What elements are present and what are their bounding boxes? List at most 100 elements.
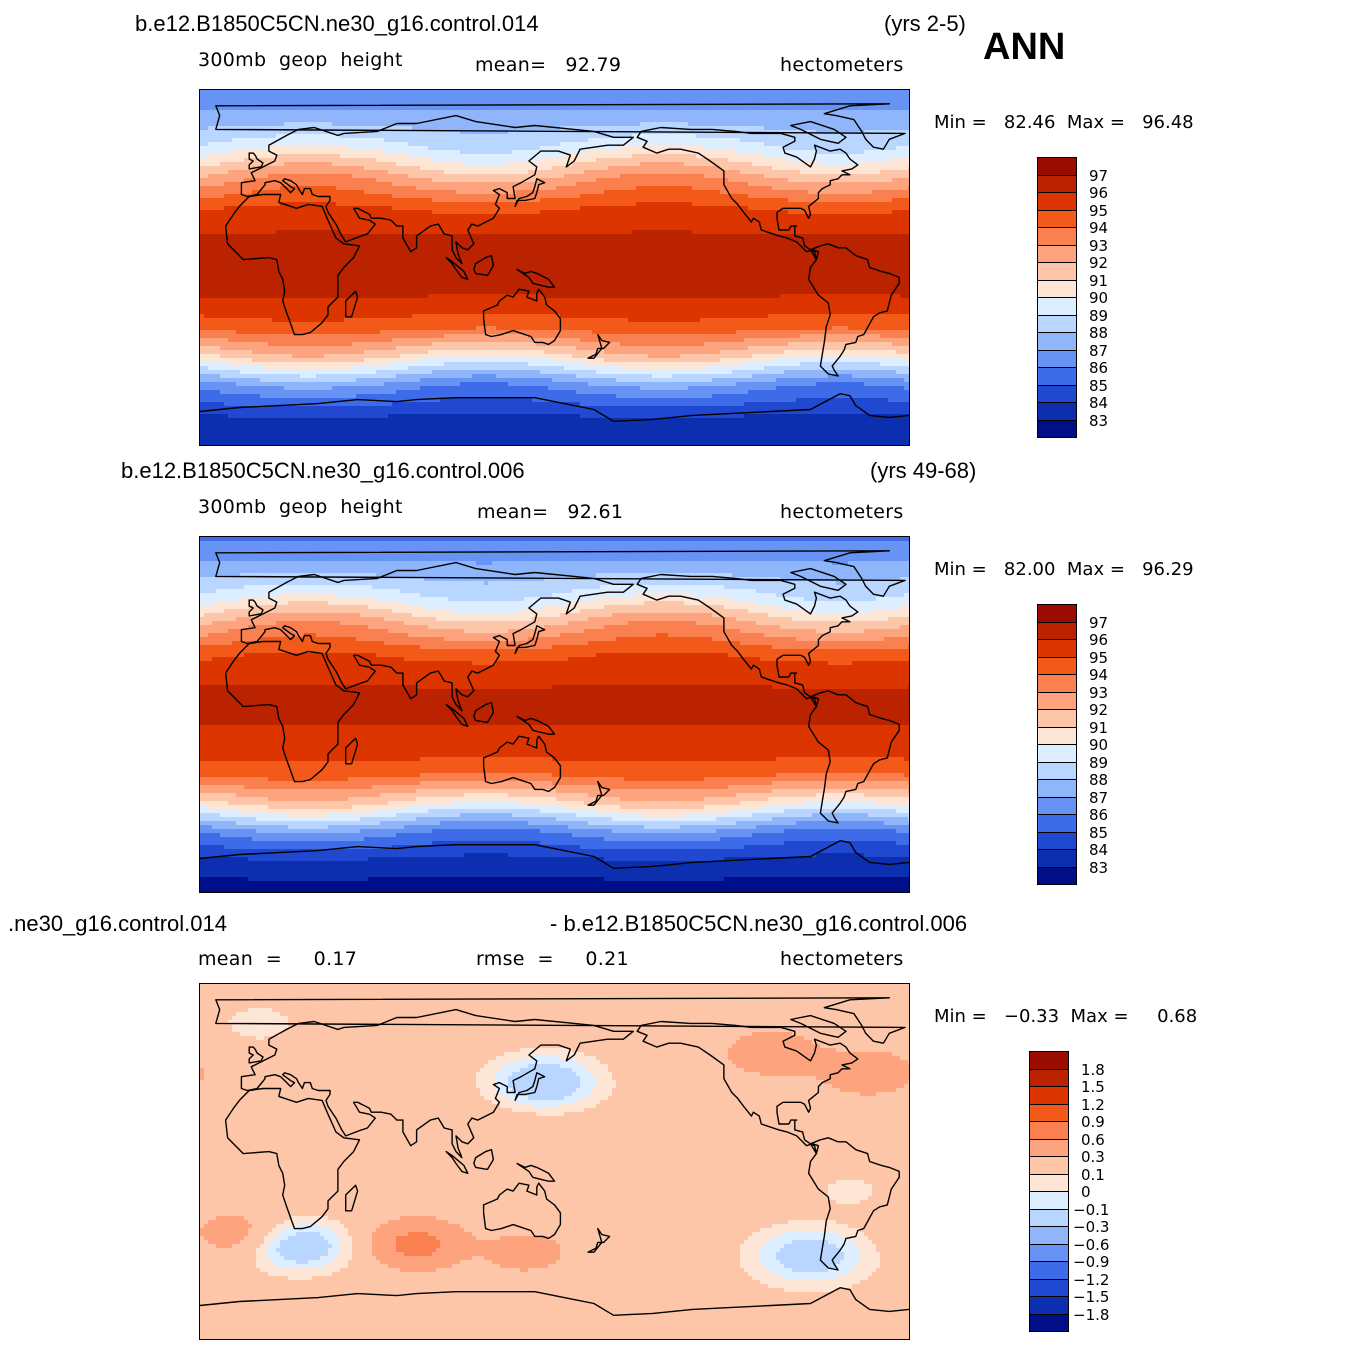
field-cell	[324, 170, 329, 175]
field-cell	[588, 194, 593, 199]
field-cell	[400, 142, 405, 147]
field-cell	[728, 162, 733, 167]
field-cell	[400, 162, 405, 167]
field-cell	[400, 138, 405, 143]
field-cell	[492, 166, 497, 171]
field-cell	[336, 158, 341, 163]
field-cell	[408, 182, 413, 187]
field-cell	[352, 170, 357, 175]
field-cell	[620, 126, 625, 131]
field-cell	[884, 114, 889, 119]
field-cell	[244, 166, 249, 171]
field-cell	[264, 170, 269, 175]
field-cell	[308, 114, 313, 119]
field-cell	[668, 142, 673, 147]
field-cell	[884, 174, 889, 179]
field-cell	[280, 162, 285, 167]
field-cell	[868, 94, 873, 99]
field-cell	[376, 150, 381, 155]
field-cell	[292, 134, 297, 139]
field-cell	[448, 142, 453, 147]
field-cell	[480, 166, 485, 171]
field-cell	[360, 94, 365, 99]
field-cell	[224, 130, 229, 135]
field-cell	[296, 98, 301, 103]
field-cell	[600, 186, 605, 191]
field-cell	[748, 198, 753, 203]
field-cell	[212, 202, 217, 207]
field-cell	[848, 122, 853, 127]
field-cell	[768, 170, 773, 175]
field-cell	[596, 98, 601, 103]
field-cell	[252, 170, 257, 175]
field-cell	[740, 154, 745, 159]
field-cell	[756, 186, 761, 191]
field-cell	[712, 182, 717, 187]
field-cell	[212, 134, 217, 139]
field-cell	[552, 194, 557, 199]
field-cell	[784, 98, 789, 103]
field-cell	[244, 150, 249, 155]
field-cell	[688, 170, 693, 175]
field-cell	[736, 90, 741, 95]
field-cell	[656, 142, 661, 147]
field-cell	[456, 174, 461, 179]
field-cell	[856, 114, 861, 119]
field-cell	[324, 150, 329, 155]
field-cell	[792, 186, 797, 191]
field-cell	[400, 150, 405, 155]
field-cell	[552, 146, 557, 151]
field-cell	[764, 114, 769, 119]
field-cell	[432, 142, 437, 147]
field-cell	[484, 110, 489, 115]
field-cell	[540, 130, 545, 135]
field-cell	[672, 118, 677, 123]
field-cell	[468, 158, 473, 163]
field-cell	[452, 90, 457, 95]
field-cell	[524, 90, 529, 95]
field-cell	[640, 142, 645, 147]
field-cell	[780, 166, 785, 171]
field-cell	[516, 142, 521, 147]
field-cell	[296, 190, 301, 195]
field-cell	[616, 134, 621, 139]
field-cell	[848, 118, 853, 123]
field-cell	[280, 94, 285, 99]
field-cell	[548, 122, 553, 127]
field-cell	[868, 162, 873, 167]
field-cell	[868, 130, 873, 135]
field-cell	[348, 154, 353, 159]
field-cell	[808, 90, 813, 95]
field-cell	[256, 154, 261, 159]
field-cell	[844, 198, 849, 203]
field-cell	[860, 94, 865, 99]
field-cell	[868, 154, 873, 159]
field-cell	[540, 90, 545, 95]
field-cell	[508, 162, 513, 167]
field-cell	[448, 110, 453, 115]
field-cell	[668, 166, 673, 171]
field-cell	[828, 150, 833, 155]
field-cell	[760, 142, 765, 147]
field-cell	[888, 190, 893, 195]
field-cell	[376, 102, 381, 107]
field-cell	[684, 162, 689, 167]
field-cell	[832, 190, 837, 195]
field-cell	[444, 154, 449, 159]
field-cell	[328, 162, 333, 167]
field-cell	[352, 166, 357, 171]
field-cell	[576, 178, 581, 183]
field-cell	[364, 186, 369, 191]
field-cell	[636, 186, 641, 191]
field-cell	[440, 174, 445, 179]
field-cell	[284, 94, 289, 99]
field-cell	[204, 118, 209, 123]
field-cell	[224, 162, 229, 167]
field-cell	[600, 190, 605, 195]
field-cell	[756, 194, 761, 199]
field-cell	[720, 174, 725, 179]
field-cell	[804, 126, 809, 131]
field-cell	[228, 182, 233, 187]
field-cell	[736, 198, 741, 203]
field-cell	[364, 198, 369, 203]
